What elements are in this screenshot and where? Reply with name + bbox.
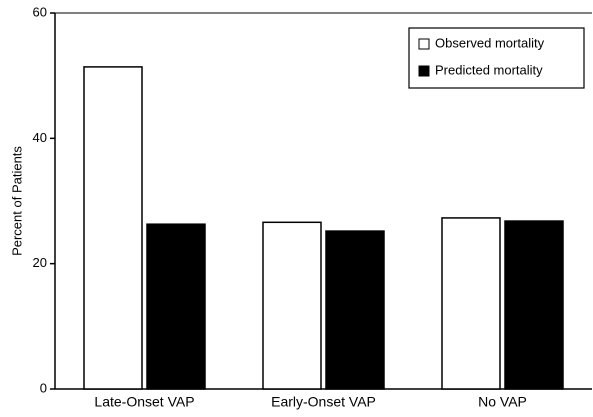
y-tick-label: 40 xyxy=(33,130,47,145)
x-tick-label: No VAP xyxy=(478,394,527,410)
x-tick-label: Early-Onset VAP xyxy=(271,394,376,410)
bar xyxy=(441,217,501,390)
legend-box xyxy=(408,27,585,89)
legend-label: Observed mortality xyxy=(435,35,545,50)
bar xyxy=(83,66,143,390)
bar xyxy=(262,221,322,390)
y-axis-label: Percent of Patients xyxy=(9,146,24,256)
y-tick-label: 60 xyxy=(33,4,47,19)
bar xyxy=(146,223,206,390)
legend-label: Predicted mortality xyxy=(435,62,543,77)
legend-swatch xyxy=(418,65,430,77)
bar xyxy=(504,220,564,390)
bar xyxy=(325,230,385,390)
legend-swatch xyxy=(418,38,430,50)
y-tick-label: 0 xyxy=(40,380,47,395)
y-tick-label: 20 xyxy=(33,255,47,270)
x-tick-label: Late-Onset VAP xyxy=(94,394,194,410)
